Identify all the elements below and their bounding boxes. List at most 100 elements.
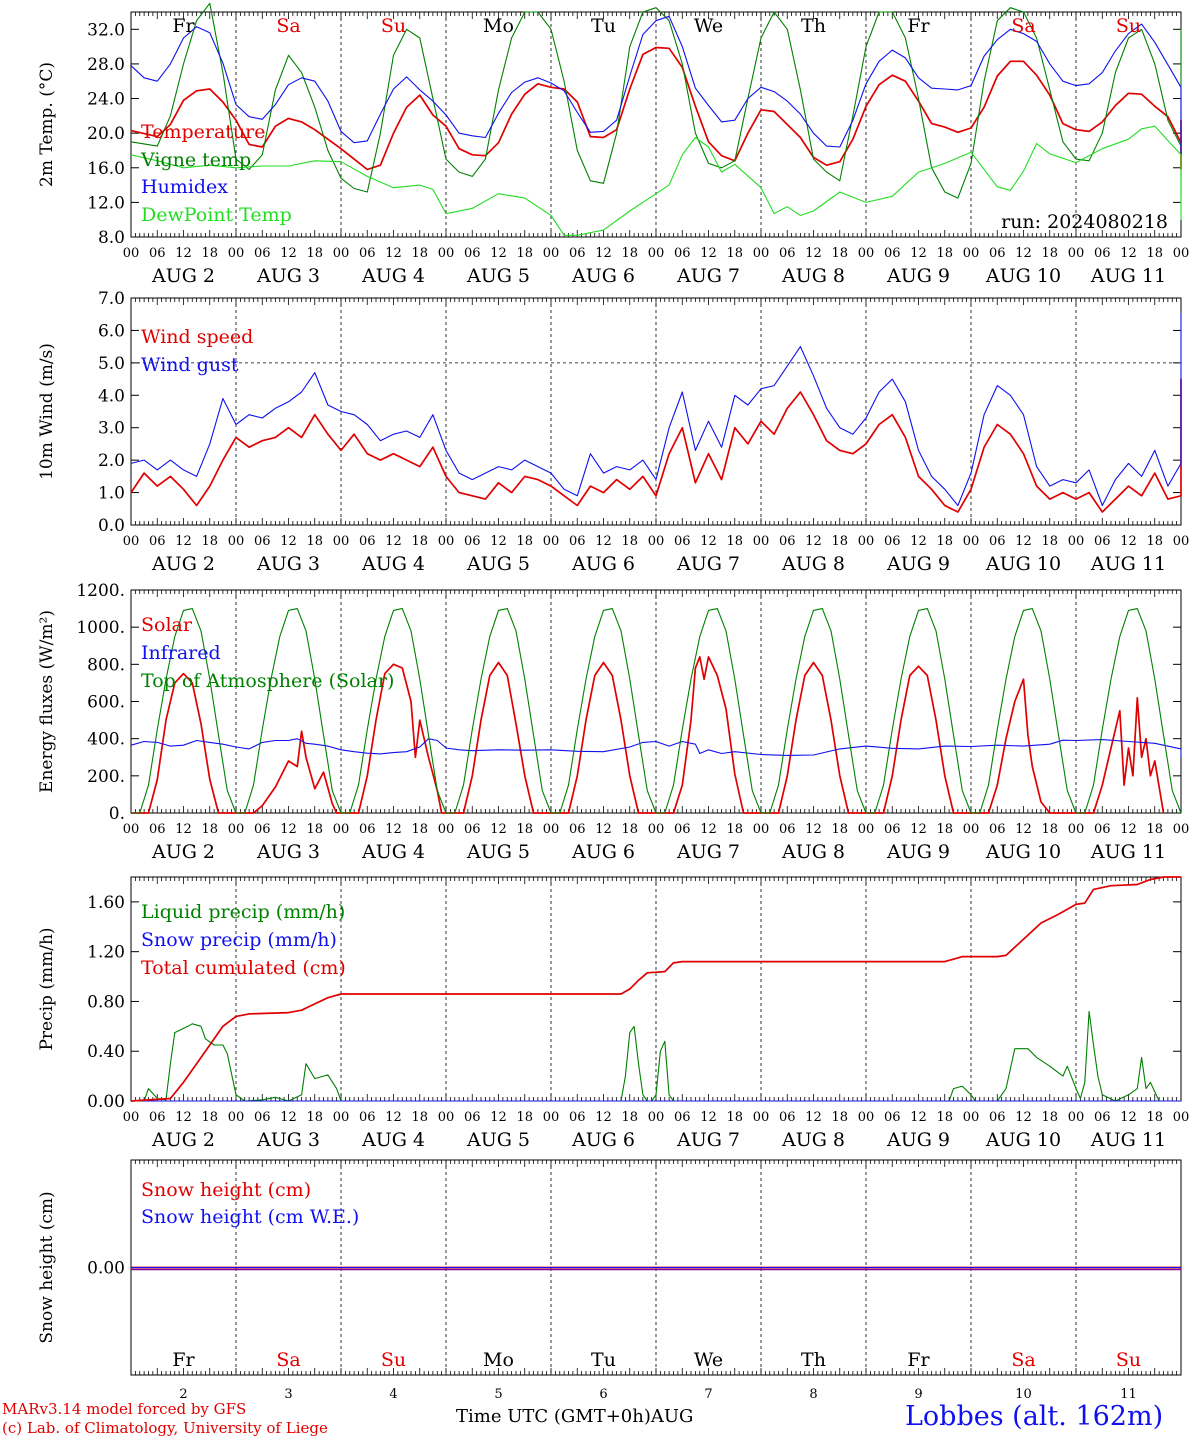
series-line-2 [130, 738, 1182, 758]
hour-tick-label: 12 [385, 246, 402, 261]
time-ticks [130, 12, 1182, 237]
hour-tick-label: 12 [1120, 534, 1137, 549]
hour-tick-label: 18 [1041, 1110, 1058, 1125]
hour-tick-label: 06 [779, 534, 796, 549]
weekday-label: Sa [276, 15, 300, 37]
hour-tick-label: 06 [1094, 1110, 1111, 1125]
weekday-label: Fr [907, 15, 930, 37]
hour-tick-label: 18 [411, 534, 428, 549]
time-ticks [130, 298, 1182, 525]
day-label: AUG 5 [466, 841, 530, 863]
hour-tick-label: 00 [1068, 1110, 1085, 1125]
y-tick-label: 5.0 [98, 354, 125, 374]
hour-tick-label: 06 [989, 534, 1006, 549]
hour-tick-label: 00 [543, 1110, 560, 1125]
hour-tick-label: 00 [438, 1110, 455, 1125]
weekday-label: Su [381, 1349, 406, 1371]
hour-tick-label: 00 [1173, 1110, 1190, 1125]
series-line-4 [130, 125, 1182, 236]
hour-tick-label: 06 [569, 1110, 586, 1125]
hour-tick-label: 00 [1068, 246, 1085, 261]
hour-tick-label: 00 [648, 1110, 665, 1125]
series-line-2 [130, 313, 1182, 507]
panel-1: 8.0 12.0 16.0 20.0 24.0 28.0 32.0 2m Temp. (°C)… [37, 2, 1189, 287]
panel-5: 0.00 Snow height (cm) Snow height (cm) Snow… [37, 1159, 1182, 1376]
hour-tick-label: 12 [700, 1110, 717, 1125]
panel-3: 0. 200. 400. 600. 800. 1000. 1200. Energy fluxe… [37, 581, 1189, 863]
legend-entry: Liquid precip (mm/h) [141, 901, 345, 923]
hour-tick-label: 18 [411, 246, 428, 261]
day-number: 7 [704, 1387, 712, 1400]
hour-tick-label: 12 [175, 822, 192, 837]
y-tick-label: 0.40 [87, 1042, 125, 1062]
hour-tick-label: 00 [858, 822, 875, 837]
series-line-1 [130, 378, 1182, 513]
hour-tick-label: 00 [1173, 534, 1190, 549]
weekday-label: Fr [907, 1349, 930, 1371]
hour-tick-label: 12 [175, 1110, 192, 1125]
hour-tick-label: 00 [123, 534, 140, 549]
hour-tick-label: 00 [123, 822, 140, 837]
legend-entry: Snow height (cm) [141, 1179, 311, 1201]
hour-tick-label: 18 [1041, 246, 1058, 261]
y-tick-label: 1200. [76, 581, 125, 601]
hour-tick-label: 18 [936, 822, 953, 837]
hour-tick-label: 12 [805, 1110, 822, 1125]
hour-tick-label: 06 [149, 822, 166, 837]
hour-tick-label: 06 [464, 534, 481, 549]
legend-entry: Vigne temp [140, 149, 251, 171]
hour-tick-label: 18 [726, 822, 743, 837]
hour-tick-label: 06 [149, 534, 166, 549]
y-tick-label: 28.0 [87, 55, 125, 75]
hour-tick-label: 18 [936, 246, 953, 261]
hour-tick-label: 18 [1041, 534, 1058, 549]
hour-tick-label: 06 [989, 822, 1006, 837]
day-label: AUG 9 [886, 1129, 950, 1151]
day-label: AUG 8 [781, 553, 845, 575]
hour-tick-label: 18 [411, 822, 428, 837]
hour-tick-label: 12 [1015, 246, 1032, 261]
hour-tick-label: 12 [490, 822, 507, 837]
y-tick-label: 7.0 [98, 289, 125, 309]
hour-tick-label: 18 [1146, 246, 1163, 261]
day-label: AUG 5 [466, 1129, 530, 1151]
month-label: AUG [650, 1406, 694, 1427]
series-line-1 [130, 46, 1182, 171]
hour-tick-label: 12 [805, 822, 822, 837]
hour-tick-label: 00 [1068, 534, 1085, 549]
hour-tick-label: 18 [516, 822, 533, 837]
hour-tick-label: 06 [254, 822, 271, 837]
hour-tick-label: 06 [1094, 822, 1111, 837]
hour-tick-label: 18 [621, 1110, 638, 1125]
y-axis-label: Precip (mm/h) [37, 927, 57, 1050]
hour-tick-label: 00 [543, 822, 560, 837]
hour-tick-label: 00 [753, 822, 770, 837]
model-credit-line-2: (c) Lab. of Climatology, University of L… [2, 1419, 328, 1437]
hour-tick-label: 18 [516, 1110, 533, 1125]
hour-tick-label: 12 [385, 822, 402, 837]
hour-tick-label: 18 [411, 1110, 428, 1125]
y-tick-label: 12.0 [87, 193, 125, 213]
day-number: 4 [389, 1387, 397, 1400]
hour-tick-label: 12 [700, 534, 717, 549]
hour-tick-label: 06 [464, 246, 481, 261]
hour-tick-label: 18 [1146, 1110, 1163, 1125]
meteogram: 8.012.016.020.024.028.032.02m Temp. (°C)… [37, 2, 1190, 1400]
day-number: 6 [599, 1387, 607, 1400]
hour-tick-label: 12 [280, 1110, 297, 1125]
station-label: Lobbes (alt. 162m) [905, 1401, 1164, 1432]
hour-tick-label: 00 [123, 246, 140, 261]
run-label: run: 2024080218 [1001, 211, 1168, 233]
hour-tick-label: 06 [674, 534, 691, 549]
hour-tick-label: 18 [726, 246, 743, 261]
hour-tick-label: 18 [726, 534, 743, 549]
hour-tick-label: 18 [1146, 822, 1163, 837]
day-number: 9 [914, 1387, 922, 1400]
day-label: AUG 6 [571, 553, 635, 575]
hour-tick-label: 12 [805, 246, 822, 261]
day-label: AUG 11 [1090, 1129, 1166, 1151]
hour-tick-label: 00 [753, 246, 770, 261]
day-label: AUG 7 [676, 841, 740, 863]
hour-tick-label: 18 [621, 246, 638, 261]
hour-tick-label: 06 [464, 822, 481, 837]
